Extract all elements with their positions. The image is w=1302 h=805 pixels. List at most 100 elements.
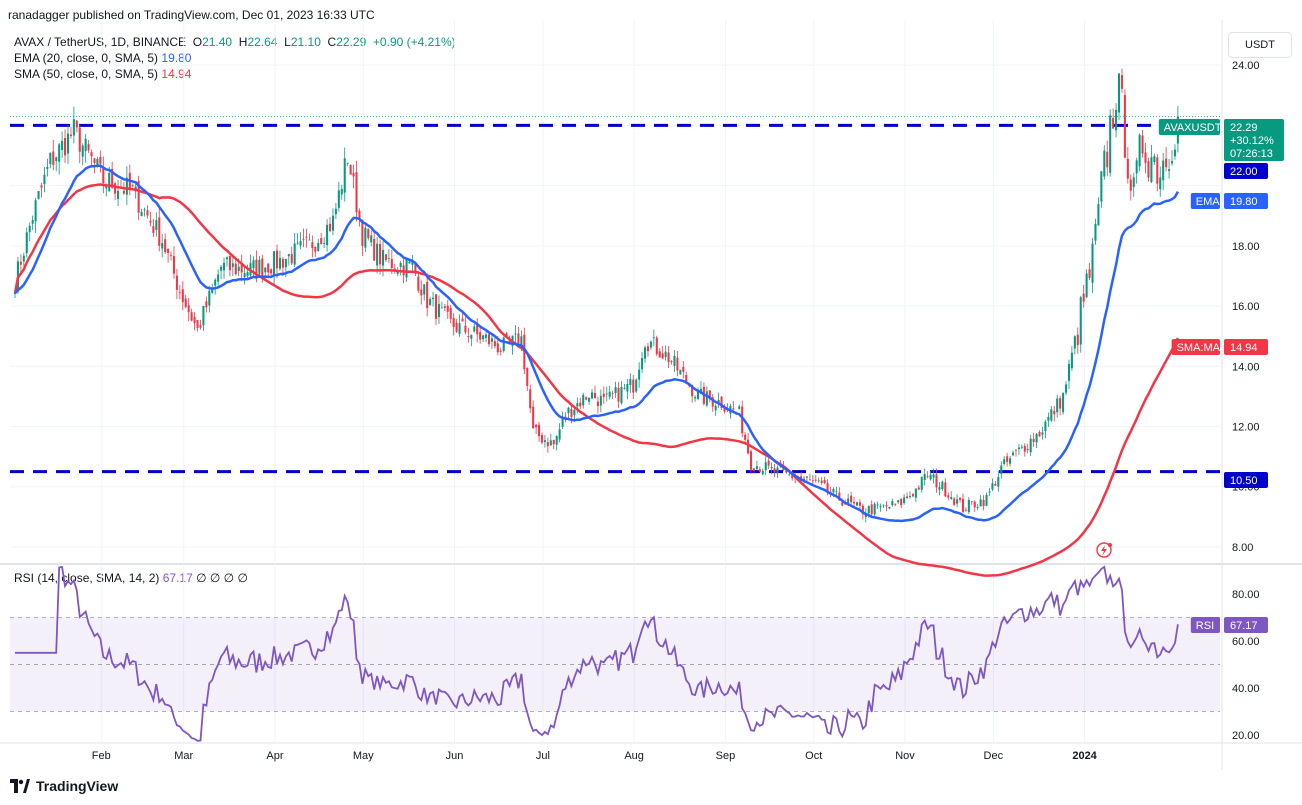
candle-body xyxy=(49,152,52,165)
ema-label[interactable]: EMA (20, close, 0, SMA, 5) xyxy=(14,51,159,65)
rsi-band-fill xyxy=(10,617,1220,712)
candle-body xyxy=(1097,204,1100,226)
rsi-pane xyxy=(10,565,1220,742)
candle-body xyxy=(255,259,258,278)
time-tick-label: Oct xyxy=(805,750,822,762)
candle-body xyxy=(776,467,779,474)
candle-body xyxy=(1156,157,1159,184)
candle-body xyxy=(632,379,635,393)
candle-body xyxy=(1000,465,1003,474)
candle-body xyxy=(331,215,334,231)
candle-body xyxy=(538,424,541,437)
candle-body xyxy=(917,487,920,490)
candle-body xyxy=(696,391,700,399)
candle-body xyxy=(264,267,267,273)
candle-body xyxy=(1147,161,1150,178)
candle-body xyxy=(1041,432,1044,435)
candle-body xyxy=(529,389,532,409)
candle-body xyxy=(1141,135,1144,154)
candle-body xyxy=(437,304,440,318)
candle-body xyxy=(714,405,717,411)
candle-body xyxy=(349,164,352,175)
axes: 8.0010.0012.0014.0016.0018.0024.0020.004… xyxy=(92,60,1260,762)
candle-body xyxy=(190,312,193,321)
candle-body xyxy=(997,477,1000,487)
candle-body xyxy=(579,402,582,407)
tradingview-logo[interactable]: TradingView xyxy=(10,778,118,794)
candle-body xyxy=(867,506,870,514)
candle-body xyxy=(1135,160,1138,174)
candle-body xyxy=(432,297,435,300)
candle-body xyxy=(423,284,426,295)
candle-body xyxy=(564,416,567,418)
candle-body xyxy=(614,387,617,393)
candle-body xyxy=(738,406,741,410)
footer-brand: TradingView xyxy=(36,778,119,794)
sma-label-tag-bg xyxy=(1171,339,1220,355)
candle-body xyxy=(667,352,670,363)
candle-body xyxy=(1144,152,1147,163)
candle-body xyxy=(932,474,935,478)
candle-body xyxy=(452,317,455,328)
candle-body xyxy=(956,499,959,504)
candle-body xyxy=(1067,363,1070,381)
candle-body xyxy=(479,332,482,340)
candle-body xyxy=(470,334,473,339)
moving-averages xyxy=(13,164,1180,577)
candle-body xyxy=(222,262,226,271)
candle-body xyxy=(903,497,906,503)
rsi-tag-bg xyxy=(1224,617,1268,633)
candle-body xyxy=(973,501,976,508)
price-tags: AVAXUSDT 22.29+30.12%07:26:13 22.00 EMA 19.8… xyxy=(1158,119,1284,633)
candle-body xyxy=(944,482,947,497)
candle-body xyxy=(658,351,661,358)
level-1050-tag-bg xyxy=(1224,472,1268,488)
symbol-label[interactable]: AVAX / TetherUS, 1D, BINANCE xyxy=(14,35,187,49)
candle-body xyxy=(214,279,217,286)
candle-body xyxy=(390,258,393,269)
rsi-label-tag-bg xyxy=(1190,617,1220,633)
candle-body xyxy=(426,281,429,308)
lightning-icon[interactable] xyxy=(1096,542,1112,558)
candle-body xyxy=(376,243,379,266)
candle-body xyxy=(1076,334,1079,345)
currency-button[interactable]: USDT xyxy=(1228,32,1292,58)
candle-body xyxy=(37,191,40,199)
candle-body xyxy=(172,256,176,274)
price-tick-label: 12.00 xyxy=(1232,422,1260,434)
ema-tag-bg xyxy=(1224,193,1268,209)
candle-body xyxy=(808,479,811,481)
candle-body xyxy=(1079,297,1082,345)
rsi-label[interactable]: RSI (14, close, SMA, 14, 2) xyxy=(14,571,160,585)
candle-body xyxy=(1073,336,1076,349)
candle-body xyxy=(694,397,697,399)
candle-body xyxy=(93,158,96,164)
candle-body xyxy=(1162,160,1165,181)
time-tick-label: Jul xyxy=(536,750,550,762)
candle-body xyxy=(370,235,373,243)
candle-body xyxy=(664,351,667,358)
candle-body xyxy=(897,500,900,503)
rsi-extras: ∅ ∅ ∅ ∅ xyxy=(196,571,248,585)
candle-body xyxy=(146,210,149,216)
candle-body xyxy=(187,305,190,313)
candle-body xyxy=(605,393,608,395)
candle-body xyxy=(164,239,167,253)
sma-label[interactable]: SMA (50, close, 0, SMA, 5) xyxy=(14,67,159,81)
candle-body xyxy=(673,355,676,366)
candle-body xyxy=(443,306,446,308)
rsi-tick-label: 40.00 xyxy=(1232,683,1260,695)
candle-body xyxy=(961,498,965,512)
level-1050-tag-text: 10.50 xyxy=(1230,475,1258,487)
candle-body xyxy=(261,258,264,276)
candle-body xyxy=(346,162,349,164)
current-price-tag-text: +30.12% xyxy=(1230,135,1274,147)
candle-body xyxy=(638,369,641,380)
candle-body xyxy=(420,289,423,296)
candle-body xyxy=(870,504,873,515)
candle-body xyxy=(178,292,181,294)
candle-body xyxy=(78,127,81,152)
candle-body xyxy=(888,507,891,509)
candle-body xyxy=(976,506,979,508)
